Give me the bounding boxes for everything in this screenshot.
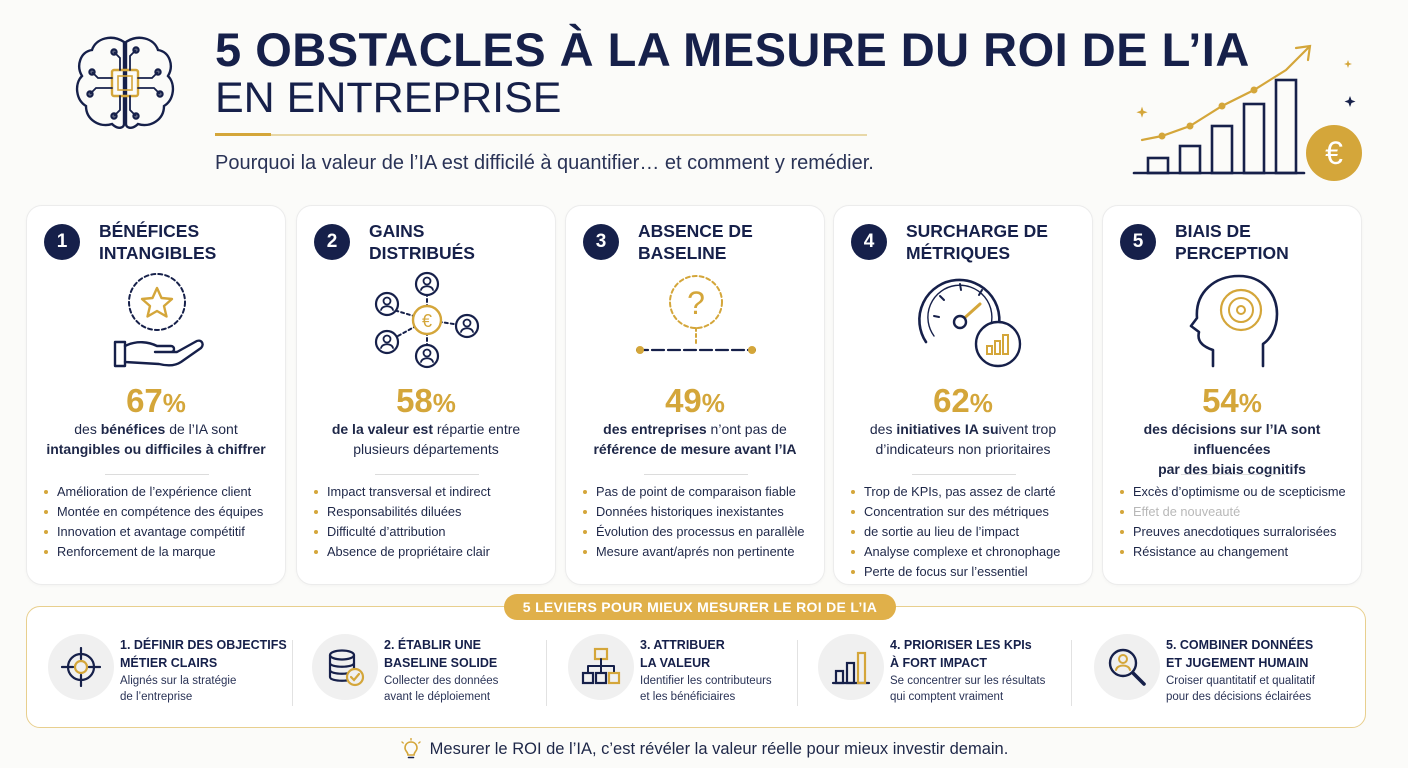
lever-icon-circle xyxy=(818,634,884,700)
list-item: Analyse complexe et chronophage xyxy=(848,542,1088,562)
lever-description: Alignés sur la stratégie de l’entreprise xyxy=(120,675,237,703)
list-item: Pas de point de comparaison fiable xyxy=(580,482,820,502)
card-number-badge: 5 xyxy=(1120,224,1156,260)
question-mark-glyph: ? xyxy=(687,285,705,321)
list-item: Montée en compétence des équipes xyxy=(41,502,281,522)
database-check-icon xyxy=(328,649,365,687)
list-item: Concentration sur des métriques xyxy=(848,502,1088,522)
stat-description: des initiatives IA suivent trop d’indica… xyxy=(869,421,1057,457)
lever-icon-circle xyxy=(1094,634,1160,700)
footer-text: Mesurer le ROI de l’IA, c’est révéler la… xyxy=(429,740,1009,758)
bar-chart-icon xyxy=(831,651,871,685)
lever-title: 1. DÉFINIR DES OBJECTIFS MÉTIER CLAIRS xyxy=(120,638,287,670)
bullet-list: Impact transversal et indirect Responsab… xyxy=(311,482,551,562)
list-item: Difficulté d’attribution xyxy=(311,522,551,542)
card-number-badge: 2 xyxy=(314,224,350,260)
list-item: Données historiques inexistantes xyxy=(580,502,820,522)
growth-chart-euro-icon: € xyxy=(1132,44,1362,181)
head-target-icon xyxy=(1189,274,1279,368)
list-item: Amélioration de l’expérience client xyxy=(41,482,281,502)
euro-symbol: € xyxy=(1325,135,1343,171)
stat-description: des entreprises n’ont pas de référence d… xyxy=(593,421,797,457)
question-mark-icon: ? xyxy=(636,275,756,354)
stat-percentage: 58% xyxy=(396,382,456,419)
org-chart-icon xyxy=(581,647,621,685)
lever-title: 3. ATTRIBUER LA VALEUR xyxy=(640,638,725,670)
obstacle-card-2: 2 GAINS DISTRIBUÉS € 58% de la valeur est… xyxy=(296,205,556,585)
card-title: SURCHARGE DE MÉTRIQUES xyxy=(906,221,1048,263)
card-title: BIAIS DE PERCEPTION xyxy=(1175,221,1289,263)
lever-icon-circle xyxy=(568,634,634,700)
levers-banner: 5 LEVIERS POUR MIEUX MESURER LE ROI DE L… xyxy=(504,594,896,620)
stat-description: de la valeur est répartie entre plusieur… xyxy=(331,421,521,457)
list-item: Effet de nouveauté xyxy=(1117,502,1357,522)
card-divider xyxy=(375,474,479,475)
star-in-hand-icon xyxy=(113,273,204,368)
list-item: Preuves anecdotiques surralorisées xyxy=(1117,522,1357,542)
obstacle-card-1: 1 BÉNÉFICES INTANGIBLES 67% des bénéfices… xyxy=(26,205,286,585)
network-people-icon: € xyxy=(374,271,480,369)
list-item: de sortie au lieu de l’impact xyxy=(848,522,1088,542)
card-title: GAINS DISTRIBUÉS xyxy=(369,221,475,263)
lever-icon-circle xyxy=(48,634,114,700)
brain-circuit-icon xyxy=(75,36,175,129)
obstacle-card-5: 5 BIAIS DE PERCEPTION 54% des décisions s… xyxy=(1102,205,1362,585)
list-item: Évolution des processus en parallèle xyxy=(580,522,820,542)
lever-divider xyxy=(292,640,293,706)
list-item: Perte de focus sur l’essentiel xyxy=(848,562,1088,582)
bullet-list: Trop de KPIs, pas assez de clarté Concen… xyxy=(848,482,1088,582)
card-number-badge: 3 xyxy=(583,224,619,260)
lever-title: 4. PRIORISER LES KPIs À FORT IMPACT xyxy=(890,638,1032,670)
list-item: Absence de propriétaire clair xyxy=(311,542,551,562)
lever-description: Collecter des données avant le déploiemen… xyxy=(384,675,499,703)
lever-title: 2. ÉTABLIR UNE BASELINE SOLIDE xyxy=(384,638,498,670)
card-title: ABSENCE DE BASELINE xyxy=(638,221,753,263)
svg-text:€: € xyxy=(422,311,432,331)
obstacle-card-4: 4 SURCHARGE DE MÉTRIQUES 62% des initiati… xyxy=(833,205,1093,585)
magnifier-person-icon xyxy=(1108,648,1146,686)
page-title-line2: EN ENTREPRISE xyxy=(215,74,562,122)
list-item: Impact transversal et indirect xyxy=(311,482,551,502)
lever-description: Identifier les contributeurs et les bénéf… xyxy=(640,675,772,703)
obstacle-card-3: 3 ABSENCE DE BASELINE ? 49% des entrepris… xyxy=(565,205,825,585)
card-number-badge: 4 xyxy=(851,224,887,260)
lever-icon-circle xyxy=(312,634,378,700)
lever-title: 5. COMBINER DONNÉES ET JUGEMENT HUMAIN xyxy=(1166,638,1314,670)
lever-description: Croiser quantitatif et qualitatif pour de… xyxy=(1166,675,1315,703)
card-title: BÉNÉFICES INTANGIBLES xyxy=(99,221,217,263)
card-divider xyxy=(912,474,1016,475)
bullet-list: Excès d’optimisme ou de scepticisme Effe… xyxy=(1117,482,1357,562)
target-icon xyxy=(61,647,101,687)
stat-percentage: 49% xyxy=(665,382,725,419)
stat-percentage: 67% xyxy=(126,382,186,419)
footer-tagline: Mesurer le ROI de l’IA, c’est révéler la… xyxy=(0,737,1408,760)
lever-description: Se concentrer sur les résultats qui compt… xyxy=(890,675,1046,703)
card-number-badge: 1 xyxy=(44,224,80,260)
card-divider xyxy=(105,474,209,475)
list-item: Renforcement de la marque xyxy=(41,542,281,562)
list-item: Résistance au changement xyxy=(1117,542,1357,562)
lever-divider xyxy=(546,640,547,706)
card-divider xyxy=(1181,474,1285,475)
lever-divider xyxy=(797,640,798,706)
title-divider xyxy=(215,133,867,136)
stat-description: des décisions sur l’IA sont influencées … xyxy=(1143,421,1321,477)
stat-percentage: 62% xyxy=(933,382,993,419)
bullet-list: Amélioration de l’expérience client Mont… xyxy=(41,482,281,562)
lever-divider xyxy=(1071,640,1072,706)
list-item: Excès d’optimisme ou de scepticisme xyxy=(1117,482,1357,502)
list-item: Responsabilités diluées xyxy=(311,502,551,522)
stat-description: des bénéfices de l’IA sont intangibles o… xyxy=(46,421,266,457)
lightbulb-icon xyxy=(400,737,421,759)
list-item: Innovation et avantage compétitif xyxy=(41,522,281,542)
page-subtitle: Pourquoi la valeur de l’IA est difficilé… xyxy=(215,152,874,174)
stat-percentage: 54% xyxy=(1202,382,1262,419)
list-item: Trop de KPIs, pas assez de clarté xyxy=(848,482,1088,502)
gauge-icon xyxy=(918,278,1022,368)
card-divider xyxy=(644,474,748,475)
page-title: 5 OBSTACLES À LA MESURE DU ROI DE L’IA xyxy=(215,23,1250,76)
list-item: Mesure avant/aprés non pertinente xyxy=(580,542,820,562)
bullet-list: Pas de point de comparaison fiable Donné… xyxy=(580,482,820,562)
